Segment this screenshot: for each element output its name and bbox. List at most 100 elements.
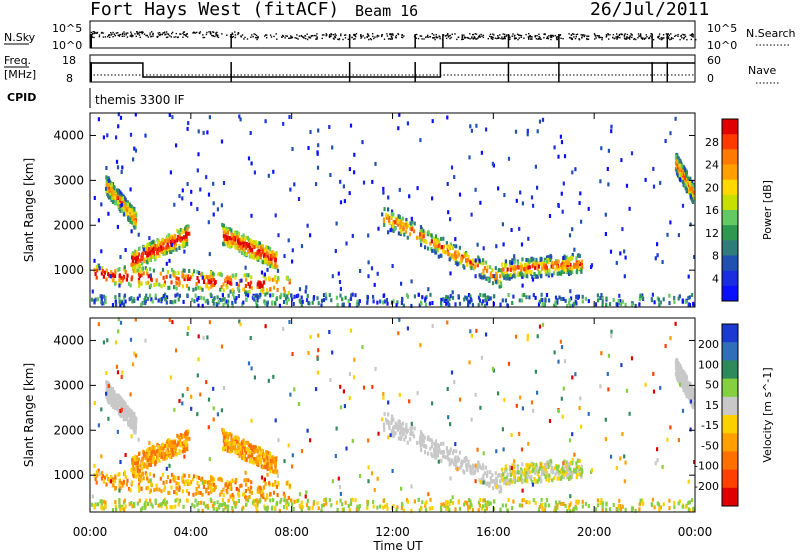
power-cell [193, 299, 196, 304]
power-cell [220, 139, 224, 144]
power-cell [177, 276, 180, 281]
nsky-point [665, 33, 668, 35]
velocity-cell [159, 446, 162, 451]
power-cell [260, 288, 263, 293]
nsky-point [395, 34, 398, 37]
power-cell [269, 293, 272, 298]
velocity-cell [540, 478, 543, 483]
velocity-cell [439, 450, 442, 455]
velocity-cell [453, 462, 456, 466]
power-cell [456, 250, 459, 255]
power-cell [544, 298, 547, 303]
nsky-point [515, 37, 517, 39]
power-cell [183, 235, 186, 240]
power-cell [546, 269, 550, 274]
power-cell [214, 280, 217, 284]
velocity-cell [224, 482, 227, 487]
power-cell [107, 178, 110, 183]
nsky-point [635, 38, 637, 41]
power-cell [116, 165, 120, 170]
power-cell [119, 196, 122, 201]
power-cell [410, 279, 413, 284]
power-cell [190, 275, 193, 280]
power-cell [221, 222, 224, 227]
velocity-cell [239, 450, 242, 455]
power-cell [418, 235, 421, 240]
power-cell [316, 165, 320, 170]
power-cell [557, 154, 560, 159]
power-cell [125, 207, 128, 212]
power-cell [587, 206, 590, 211]
power-cell [182, 229, 185, 234]
velocity-cell [272, 490, 276, 495]
power-cell [108, 179, 111, 184]
power-cell [118, 283, 121, 288]
nsky-point [649, 35, 652, 37]
power-cell [544, 265, 547, 270]
power-cell [683, 175, 686, 180]
velocity-cell [448, 449, 451, 454]
velocity-cell [534, 479, 538, 484]
power-cell [493, 277, 497, 281]
power-cell [566, 303, 569, 308]
power-cell [311, 300, 314, 305]
nsky-point [490, 36, 492, 38]
power-cell [514, 129, 518, 134]
velocity-cell [174, 451, 177, 456]
nsky-point [556, 38, 558, 41]
power-cell [148, 267, 152, 272]
power-cell [121, 196, 124, 201]
power-cell [246, 243, 250, 248]
power-cell [253, 245, 256, 250]
nsky-point [643, 38, 646, 40]
velocity-cell [469, 465, 472, 470]
velocity-cell [226, 480, 229, 485]
power-cell [134, 265, 137, 270]
power-cell [376, 271, 379, 276]
nsky-point [492, 38, 494, 40]
velocity-cell [231, 441, 234, 446]
nsky-point [658, 33, 661, 35]
power-cell [105, 186, 108, 191]
velocity-cell [470, 471, 473, 476]
velocity-cell [580, 472, 583, 477]
velocity-cell [256, 460, 259, 465]
power-cell [177, 236, 180, 241]
nsky-point [471, 36, 473, 38]
nsky-point [508, 38, 511, 40]
nsky-point [555, 36, 558, 38]
power-cell [521, 201, 524, 206]
nsky-point [193, 32, 195, 34]
nsky-point [444, 35, 447, 37]
power-cell [129, 132, 133, 137]
power-cell [191, 272, 194, 277]
nsky-point [451, 33, 453, 35]
power-cell [451, 254, 454, 259]
power-cell [325, 296, 328, 301]
velocity-cell [271, 458, 274, 463]
nsky-point [281, 36, 283, 38]
nsky-point [118, 34, 120, 36]
velocity-cell [266, 495, 269, 500]
nsky-point [457, 36, 460, 38]
power-cell [152, 251, 156, 256]
power-cell [555, 260, 558, 265]
power-cell [397, 231, 400, 236]
power-cell [341, 297, 344, 302]
nsky-point [581, 37, 583, 39]
power-cell [231, 236, 234, 241]
power-cell [528, 260, 531, 265]
power-cell [600, 293, 603, 297]
power-cell [264, 259, 267, 264]
nsky-point [576, 33, 579, 35]
nsky-point [587, 38, 590, 40]
power-cell [305, 298, 309, 303]
power-cell [124, 248, 127, 252]
power-cell [605, 302, 608, 307]
nsky-point [570, 37, 572, 39]
velocity-cell [97, 468, 100, 473]
velocity-cell [396, 424, 400, 429]
velocity-cell [192, 492, 195, 497]
velocity-cell [196, 475, 199, 480]
power-cell [171, 115, 174, 120]
